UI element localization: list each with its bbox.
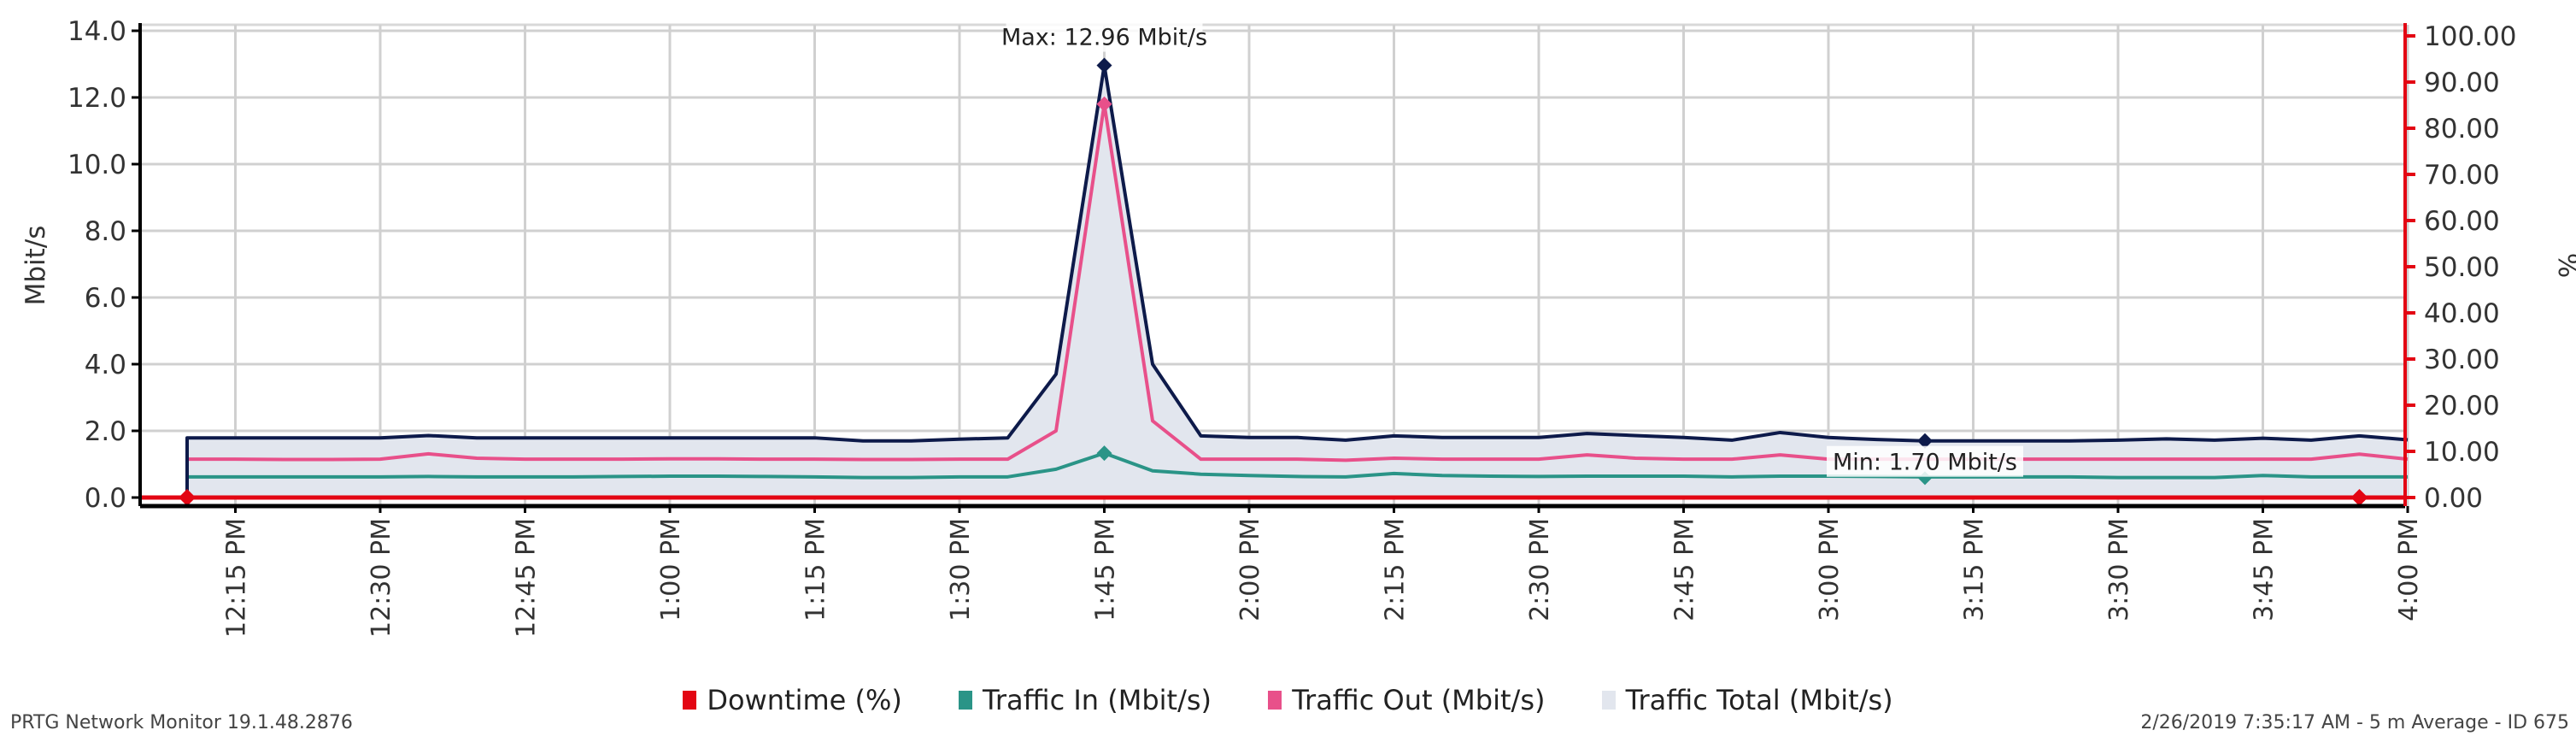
svg-text:6.0: 6.0 [85,283,126,314]
chart-axes [132,23,2415,513]
svg-text:12:30 PM: 12:30 PM [367,518,396,638]
svg-text:40.00: 40.00 [2424,298,2500,329]
legend-item-traffic-in[interactable]: Traffic In (Mbit/s) [959,684,1212,716]
svg-text:2.0: 2.0 [85,416,126,447]
svg-text:4:00 PM: 4:00 PM [2394,518,2424,621]
svg-text:%: % [2552,253,2576,278]
svg-text:12.0: 12.0 [67,83,126,114]
svg-text:30.00: 30.00 [2424,345,2500,375]
traffic-out-swatch-icon [1268,691,1282,710]
svg-text:10.0: 10.0 [67,150,126,180]
svg-text:2:30 PM: 2:30 PM [1525,518,1555,621]
svg-text:2:00 PM: 2:00 PM [1235,518,1265,621]
svg-text:90.00: 90.00 [2424,68,2500,98]
legend-item-downtime[interactable]: Downtime (%) [683,684,902,716]
svg-text:3:00 PM: 3:00 PM [1815,518,1845,621]
svg-text:1:45 PM: 1:45 PM [1091,518,1121,621]
svg-text:1:30 PM: 1:30 PM [946,518,976,621]
graph-timestamp-info: 2/26/2019 7:35:17 AM - 5 m Average - ID … [2140,712,2569,733]
svg-text:12:15 PM: 12:15 PM [222,518,252,638]
svg-text:Min: 1.70 Mbit/s: Min: 1.70 Mbit/s [1833,450,2017,476]
svg-text:0.0: 0.0 [85,483,126,514]
traffic-chart: 0.0 2.0 4.0 6.0 8.0 10.0 12.0 14.0 12:15 PM 12:30… [21,16,2576,638]
traffic-total-area [187,65,2408,498]
series-lines [140,63,2409,500]
annotations: Max: 12.96 Mbit/s Min: 1.70 Mbit/s [1001,21,2023,477]
svg-text:12:45 PM: 12:45 PM [512,518,542,638]
svg-text:14.0: 14.0 [67,16,126,47]
svg-text:50.00: 50.00 [2424,252,2500,283]
svg-text:2:45 PM: 2:45 PM [1670,518,1700,621]
svg-text:3:45 PM: 3:45 PM [2250,518,2280,621]
svg-text:80.00: 80.00 [2424,114,2500,144]
legend-item-traffic-total[interactable]: Traffic Total (Mbit/s) [1601,684,1893,716]
legend-item-traffic-out[interactable]: Traffic Out (Mbit/s) [1268,684,1545,716]
svg-text:20.00: 20.00 [2424,391,2500,421]
legend-label: Downtime (%) [707,684,902,716]
chart-grid [140,23,2409,506]
product-version: PRTG Network Monitor 19.1.48.2876 [10,712,353,733]
svg-text:3:30 PM: 3:30 PM [2104,518,2134,621]
axis-labels: 0.0 2.0 4.0 6.0 8.0 10.0 12.0 14.0 12:15 PM 12:30… [21,16,2576,638]
svg-text:10.00: 10.00 [2424,437,2500,468]
svg-text:2:15 PM: 2:15 PM [1381,518,1411,621]
downtime-swatch-icon [683,691,697,710]
svg-text:70.00: 70.00 [2424,160,2500,191]
legend-label: Traffic Total (Mbit/s) [1625,684,1893,716]
svg-text:1:15 PM: 1:15 PM [801,518,831,621]
svg-text:3:15 PM: 3:15 PM [1960,518,1990,621]
legend-label: Traffic In (Mbit/s) [983,684,1212,716]
svg-text:0.00: 0.00 [2424,483,2483,514]
svg-text:8.0: 8.0 [85,216,126,247]
svg-text:60.00: 60.00 [2424,206,2500,237]
svg-text:Mbit/s: Mbit/s [21,226,51,306]
svg-text:1:00 PM: 1:00 PM [656,518,686,621]
legend-label: Traffic Out (Mbit/s) [1292,684,1546,716]
svg-text:100.00: 100.00 [2424,21,2516,52]
traffic-total-swatch-icon [1601,691,1616,710]
svg-text:Max: 12.96 Mbit/s: Max: 12.96 Mbit/s [1001,25,1207,51]
svg-text:4.0: 4.0 [85,350,126,380]
traffic-in-swatch-icon [959,691,973,710]
chart-legend: Downtime (%) Traffic In (Mbit/s) Traffic… [0,684,2576,716]
